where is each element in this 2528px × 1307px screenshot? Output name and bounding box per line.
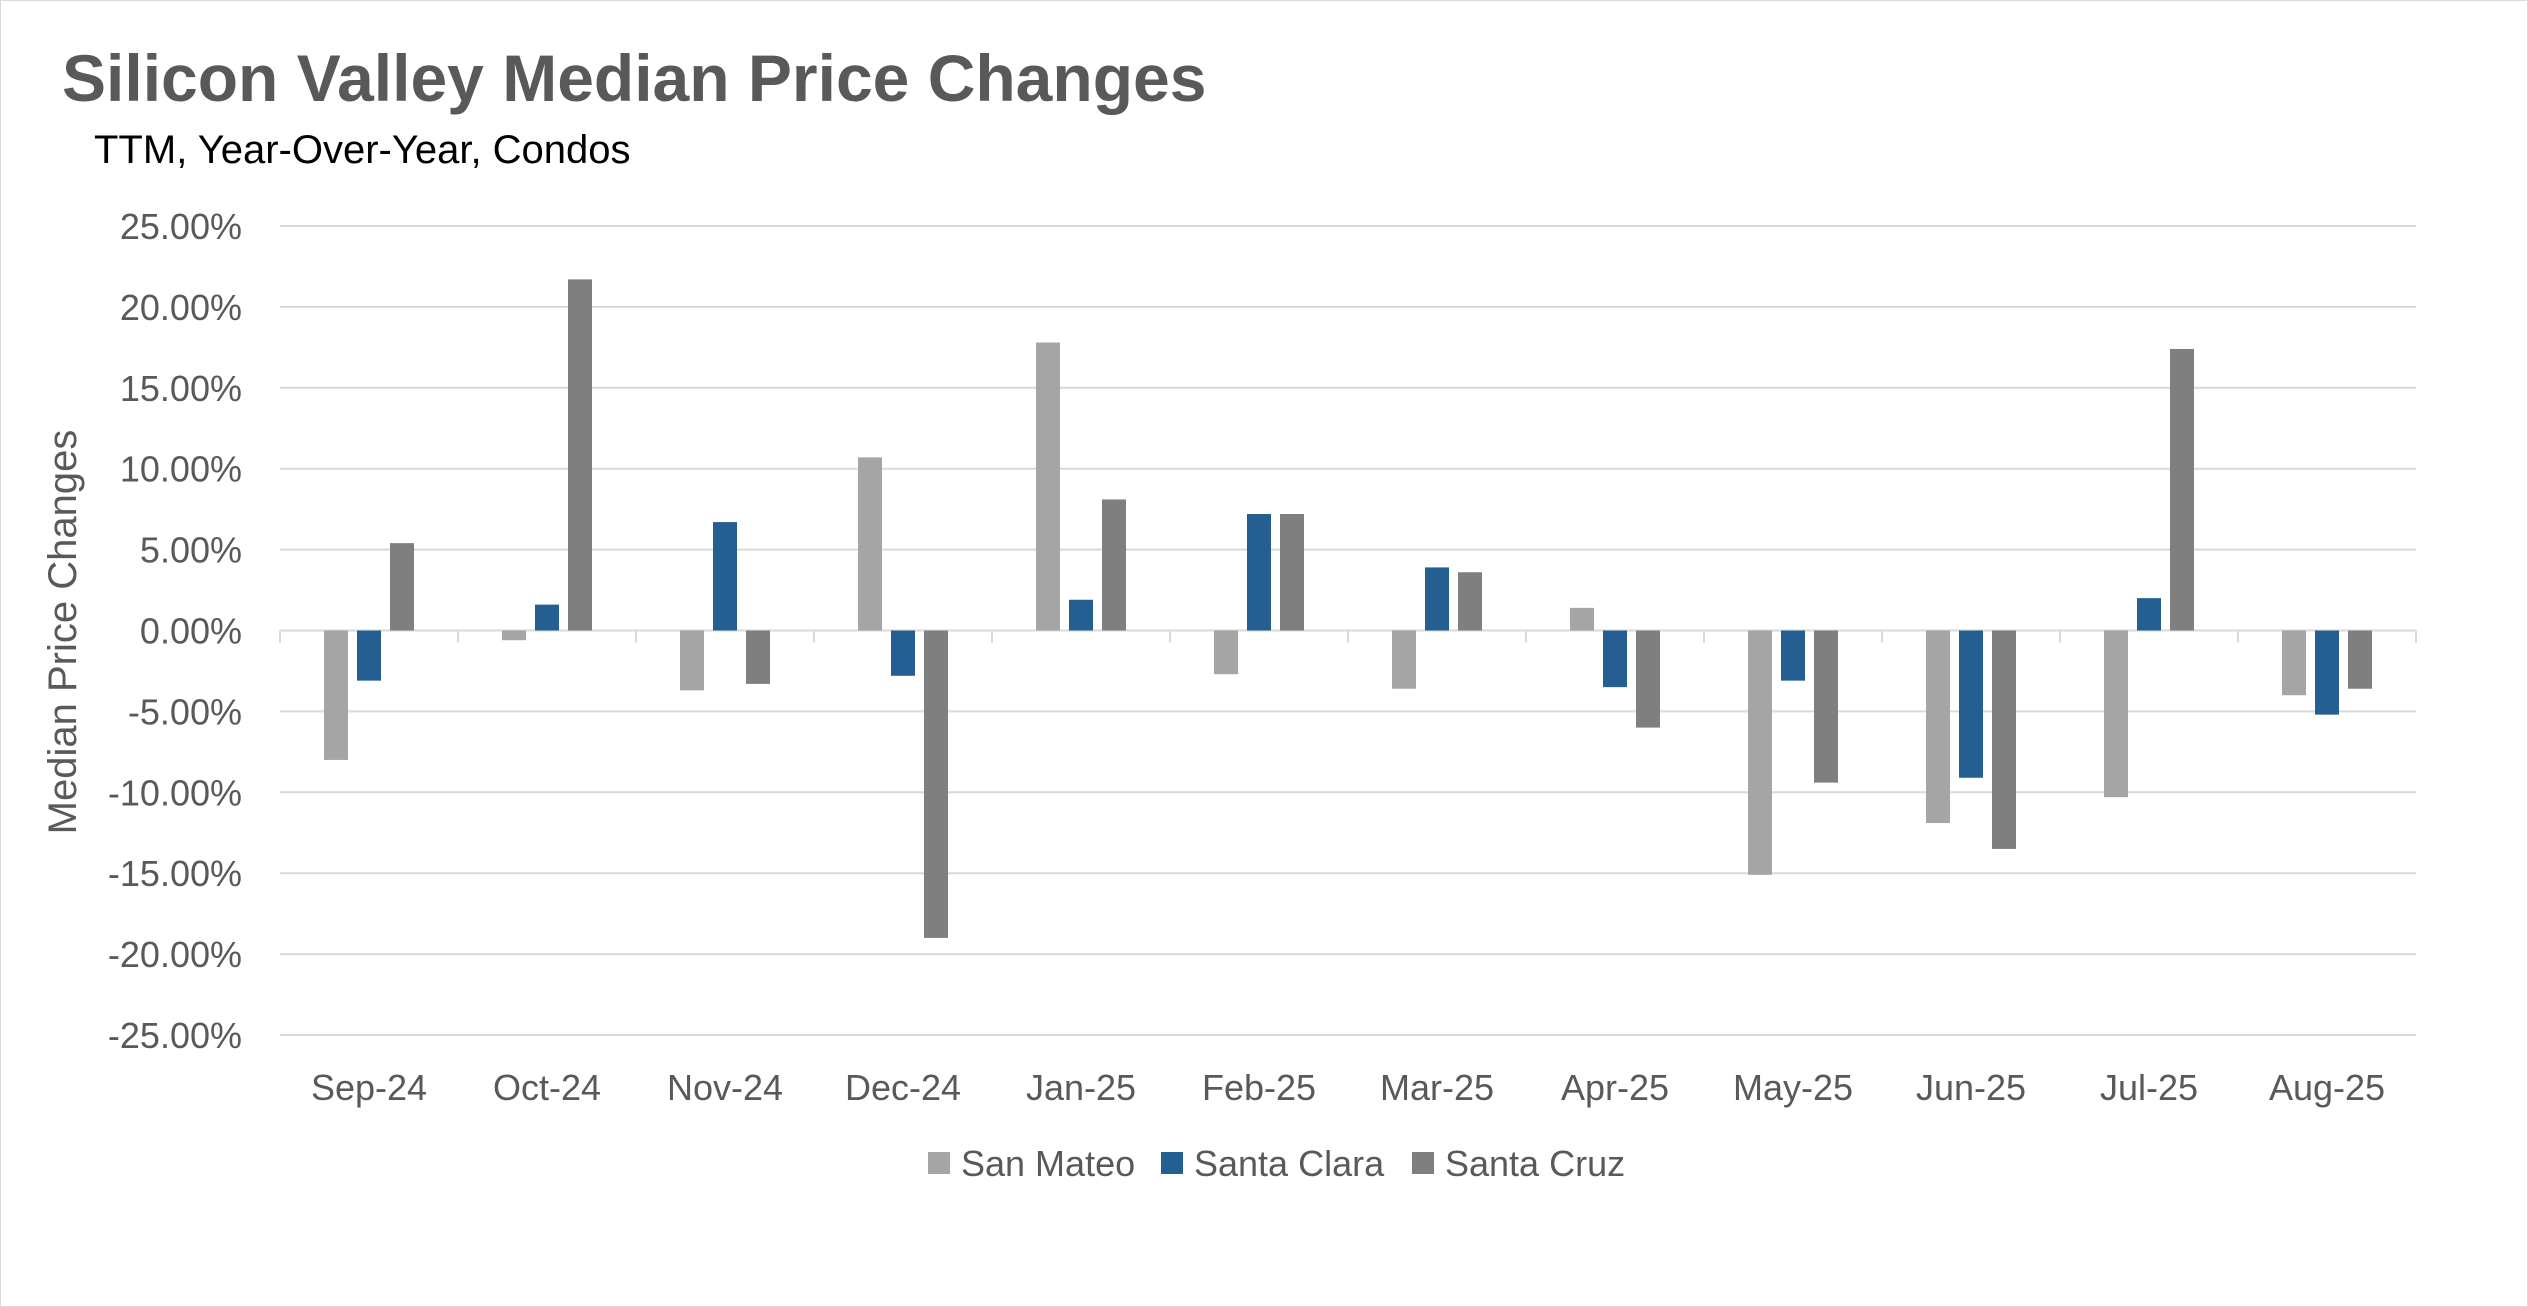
legend-swatch [928, 1152, 950, 1174]
y-tick-label: 5.00% [140, 530, 242, 571]
legend-label: San Mateo [961, 1143, 1135, 1184]
x-tick-label: Apr-25 [1561, 1067, 1669, 1108]
bar-san-mateo [1036, 342, 1060, 631]
y-tick-label: -5.00% [128, 691, 242, 732]
y-tick-label: -25.00% [108, 1015, 242, 1056]
bar-santa-cruz [924, 630, 948, 938]
bar-san-mateo [1392, 630, 1416, 689]
x-tick-label: Mar-25 [1380, 1067, 1494, 1108]
bars [324, 279, 2372, 938]
bar-san-mateo [324, 630, 348, 760]
y-tick-label: -15.00% [108, 853, 242, 894]
bar-santa-clara [1069, 599, 1093, 631]
x-tick-label: Sep-24 [311, 1067, 427, 1108]
x-tick-label: Nov-24 [667, 1067, 783, 1108]
legend-label: Santa Clara [1194, 1143, 1385, 1184]
bar-santa-cruz [390, 543, 414, 631]
legend: San Mateo Santa Clara Santa Cruz [928, 1143, 1625, 1184]
bar-santa-cruz [1102, 499, 1126, 631]
bar-santa-cruz [746, 630, 770, 684]
bar-santa-cruz [1458, 572, 1482, 631]
legend-swatch [1412, 1152, 1434, 1174]
bar-san-mateo [858, 457, 882, 631]
bar-santa-clara [535, 604, 559, 631]
bar-santa-clara [1603, 630, 1627, 688]
bar-santa-cruz [1992, 630, 2016, 849]
bar-san-mateo [680, 630, 704, 691]
x-tick-label: Jul-25 [2100, 1067, 2198, 1108]
x-tick-label: Oct-24 [493, 1067, 601, 1108]
x-tick-label: Feb-25 [1202, 1067, 1316, 1108]
x-tick-label: Aug-25 [2269, 1067, 2385, 1108]
bar-santa-cruz [1636, 630, 1660, 728]
y-axis-label: Median Price Changes [41, 430, 85, 835]
y-tick-label: 15.00% [120, 368, 242, 409]
bar-santa-clara [1247, 514, 1271, 631]
chart-subtitle: TTM, Year-Over-Year, Condos [94, 128, 631, 172]
bar-santa-cruz [1814, 630, 1838, 783]
bar-san-mateo [2282, 630, 2306, 696]
bar-santa-cruz [1280, 514, 1304, 631]
y-tick-label: 20.00% [120, 287, 242, 328]
bar-santa-cruz [568, 279, 592, 631]
bar-san-mateo [1748, 630, 1772, 875]
bar-santa-clara [357, 630, 381, 681]
gridlines [280, 225, 2416, 1036]
bar-san-mateo [1214, 630, 1238, 675]
x-axis-tick-labels: Sep-24 Oct-24 Nov-24 Dec-24 Jan-25 Feb-25 Mar-… [311, 1067, 2385, 1108]
bar-santa-clara [891, 630, 915, 676]
y-tick-label: 25.00% [120, 206, 242, 247]
legend-swatch [1161, 1152, 1183, 1174]
y-tick-label: 10.00% [120, 449, 242, 490]
x-axis [279, 629, 2417, 643]
y-axis-tick-labels: 25.00% 20.00% 15.00% 10.00% 5.00% 0.00% -5.00%… [108, 206, 242, 1056]
chart-title: Silicon Valley Median Price Changes [62, 41, 1207, 115]
legend-label: Santa Cruz [1445, 1143, 1625, 1184]
x-tick-label: Dec-24 [845, 1067, 961, 1108]
x-tick-label: Jan-25 [1026, 1067, 1136, 1108]
x-tick-label: Jun-25 [1916, 1067, 2026, 1108]
bar-san-mateo [502, 630, 526, 641]
bar-santa-clara [1425, 567, 1449, 631]
bar-santa-clara [2315, 630, 2339, 715]
y-tick-label: -20.00% [108, 934, 242, 975]
bar-san-mateo [1926, 630, 1950, 824]
bar-santa-cruz [2170, 348, 2194, 631]
y-tick-label: -10.00% [108, 772, 242, 813]
bar-santa-clara [2137, 598, 2161, 631]
bar-santa-clara [1781, 630, 1805, 681]
bar-santa-cruz [2348, 630, 2372, 689]
bar-santa-clara [713, 522, 737, 631]
bar-san-mateo [1570, 607, 1594, 631]
bar-santa-clara [1959, 630, 1983, 778]
y-tick-label: 0.00% [140, 611, 242, 652]
bar-san-mateo [2104, 630, 2128, 798]
x-tick-label: May-25 [1733, 1067, 1853, 1108]
